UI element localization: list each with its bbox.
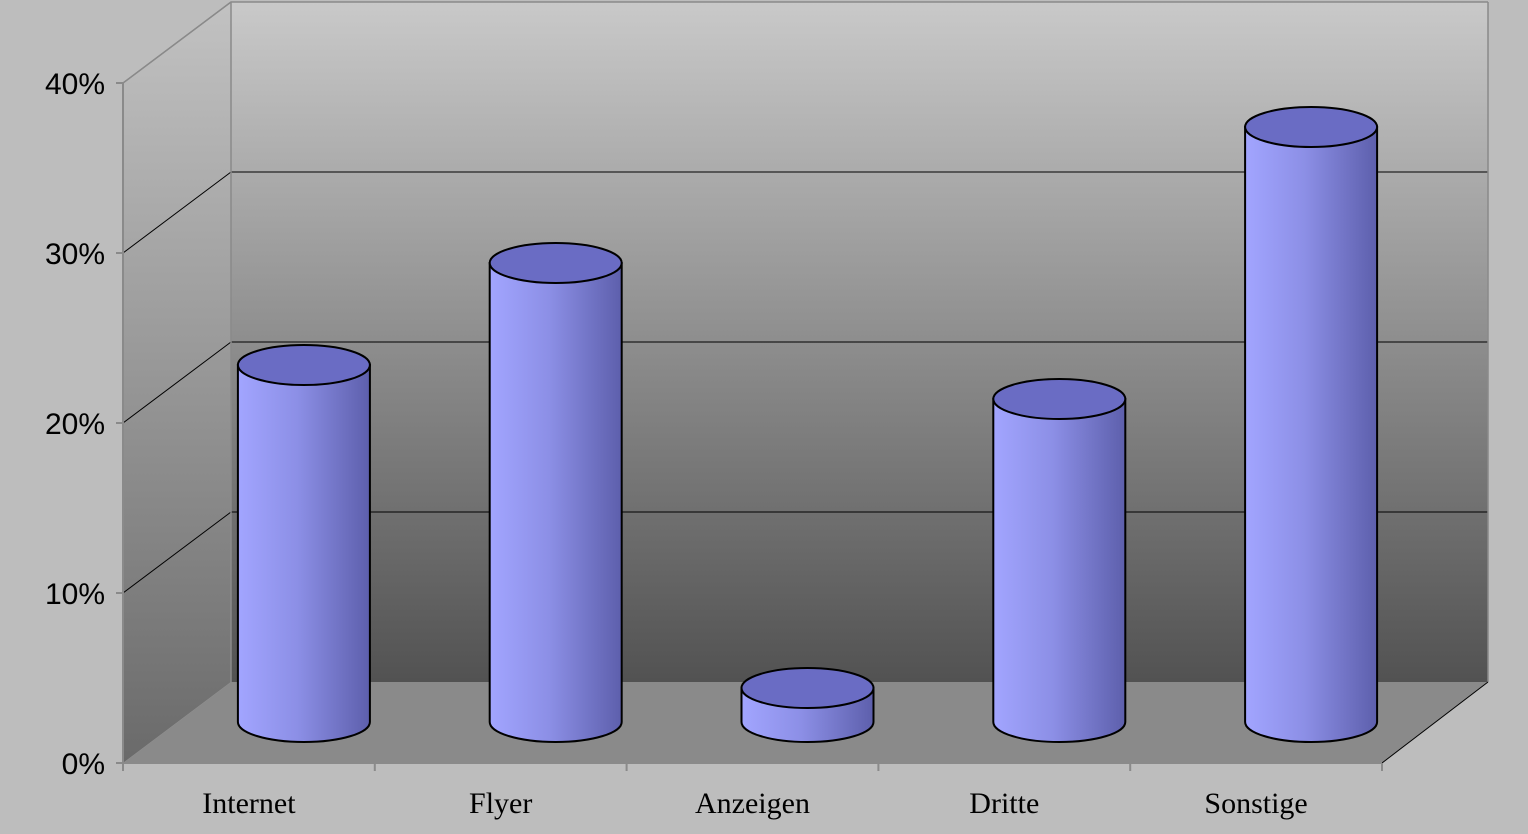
y-tick-label: 0%: [62, 748, 105, 781]
x-tick-label: Flyer: [469, 787, 532, 820]
gridline-side: [122, 171, 232, 254]
bar-body: [992, 398, 1127, 743]
y-tick-label: 40%: [45, 68, 105, 101]
bar-body: [1244, 126, 1379, 743]
bar-cylinder: [488, 242, 623, 743]
floor-edge: [1381, 681, 1489, 764]
bar-body: [488, 262, 623, 743]
bar-top: [740, 667, 875, 709]
x-tick-label: Sonstige: [1204, 787, 1307, 820]
bar-top: [488, 242, 623, 284]
x-tick-label: Dritte: [969, 787, 1039, 820]
bar-cylinder: [992, 378, 1127, 743]
bar-body: [236, 364, 371, 743]
bar-cylinder: [740, 667, 875, 743]
x-tick-label: Anzeigen: [695, 787, 810, 820]
bar-top: [1244, 106, 1379, 148]
bar-cylinder: [236, 344, 371, 743]
bar-cylinder: [1244, 106, 1379, 743]
bar-top: [992, 378, 1127, 420]
y-tick-label: 20%: [45, 408, 105, 441]
gridline-side: [122, 341, 232, 424]
y-tick-label: 10%: [45, 578, 105, 611]
wall-edge: [122, 1, 232, 84]
gridline-side: [122, 511, 232, 594]
x-tick-label: Internet: [202, 787, 296, 820]
y-tick-label: 30%: [45, 238, 105, 271]
bar-top: [236, 344, 371, 386]
